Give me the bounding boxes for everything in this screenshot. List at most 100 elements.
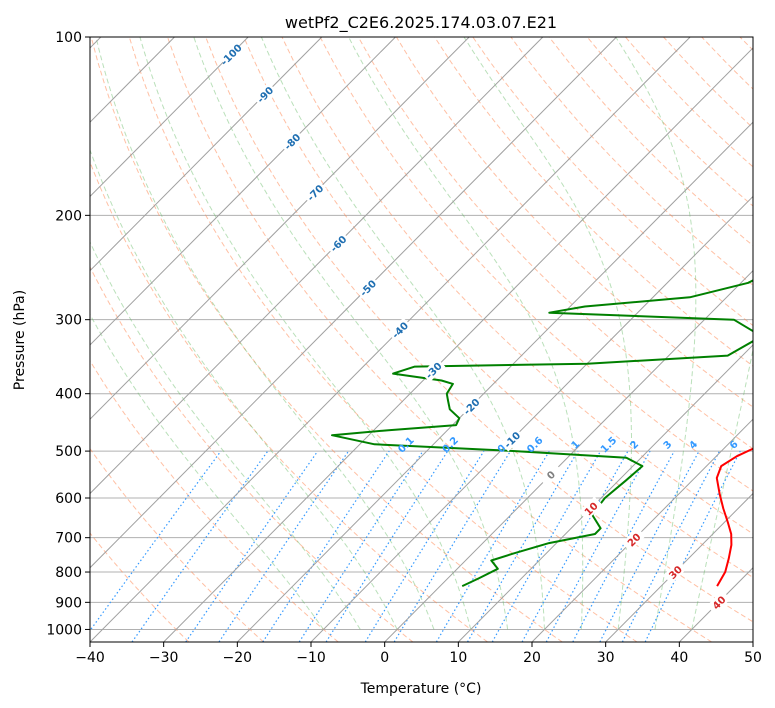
mixing-ratio-label: 2 [629, 439, 642, 452]
dry-adiabat-line [434, 37, 753, 367]
y-tick-label: 400 [55, 387, 82, 403]
mixing-ratio-line [185, 450, 319, 642]
isotherm-line [678, 567, 753, 642]
isotherm-label-bg [459, 394, 484, 419]
isotherm-line [605, 492, 753, 642]
dry-adiabat-line [319, 37, 753, 492]
isotherm-line [90, 37, 323, 272]
y-tick-label: 1000 [46, 622, 82, 638]
dewpoint-profile-line [331, 279, 753, 588]
isotherm-label-bg [706, 590, 731, 615]
dry-adiabat-line [90, 265, 414, 642]
y-tick-label: 600 [55, 491, 82, 507]
mixing-ratio-label: 6 [728, 439, 741, 452]
moist-adiabat-line [193, 37, 509, 630]
isotherm-line [236, 121, 753, 642]
isotherm-line [457, 344, 753, 642]
x-tick-label: −40 [75, 650, 105, 666]
y-tick-label: 800 [55, 565, 82, 581]
dry-adiabat-line [167, 37, 712, 642]
dry-adiabat-line [128, 37, 638, 642]
isotherm-label-bg [578, 496, 603, 521]
mixing-ratio-label: 4 [687, 439, 700, 452]
mixing-ratio-line [572, 450, 675, 642]
mixing-ratio-line [435, 450, 550, 642]
isotherm-label-bg [252, 82, 277, 107]
x-tick-label: −10 [296, 650, 326, 666]
y-tick-label: 300 [55, 313, 82, 329]
dry-adiabat-line [90, 447, 264, 642]
plot-frame [89, 36, 754, 643]
mixing-ratio-line [621, 450, 721, 642]
moist-adiabat-line [90, 148, 398, 630]
moist-adiabat-line [348, 37, 584, 630]
isotherm-label-bg [621, 527, 646, 552]
mixing-ratio-line [90, 450, 222, 632]
moist-adiabat-line [615, 37, 697, 630]
mixing-ratio-line [218, 450, 350, 642]
dry-adiabat-line [281, 37, 753, 535]
y-tick-label: 100 [55, 30, 82, 46]
isotherm-label-bg [326, 231, 351, 256]
moist-adiabat-line [260, 37, 545, 630]
dry-adiabat-line [90, 359, 339, 642]
plot-area: 0.10.20.40.611.52346810131620253036-100-… [90, 37, 753, 642]
y-axis: 100 200 300 400 500 600 700 800 900 1000 [46, 30, 90, 638]
dry-adiabat-line [90, 37, 563, 642]
isotherm-label-bg [421, 358, 446, 383]
x-axis-title: Temperature (°C) [360, 681, 482, 697]
chart-title: wetPf2_C2E6.2025.174.03.07.E21 [285, 13, 557, 33]
mixing-ratio-line [393, 450, 512, 642]
isotherm-line [384, 269, 753, 642]
isotherm-label-bg [355, 275, 380, 300]
dry-adiabat-line [701, 37, 753, 90]
isotherm-label: -100 [219, 43, 245, 69]
isotherm-line [531, 418, 753, 642]
isotherm-line [90, 37, 691, 642]
temperature-profile-line [715, 447, 753, 587]
dry-adiabat-line [510, 37, 753, 286]
isotherm-line [163, 47, 753, 642]
mixing-ratio-label: 1 [570, 439, 583, 452]
dry-adiabat-line [90, 160, 488, 642]
isotherm-line [310, 195, 753, 642]
moist-adiabat-line [95, 37, 435, 630]
mixing-ratio-line [262, 450, 390, 642]
isotherm-label-bg [387, 317, 412, 342]
dry-adiabat-line [663, 37, 753, 129]
mixing-ratio-line [325, 450, 449, 642]
mixing-ratio-label: 0.2 [441, 435, 461, 455]
moist-adiabats [90, 37, 753, 630]
isotherm-label-bg [279, 129, 305, 154]
moist-adiabat-line [90, 240, 361, 630]
x-tick-label: 50 [744, 650, 762, 666]
moist-adiabat-line [139, 37, 472, 630]
isotherm-line [90, 37, 396, 346]
y-tick-label: 500 [55, 444, 82, 460]
x-axis: −40 −30 −20 −10 0 10 20 30 40 50 [75, 642, 762, 666]
isotherm-line [752, 641, 753, 642]
y-tick-label: 200 [55, 208, 82, 224]
isotherm-line [90, 37, 249, 198]
x-tick-label: 10 [449, 650, 467, 666]
isotherm-label-bg [499, 427, 524, 452]
moist-adiabat-line [463, 37, 632, 630]
isotherm-label-bg [302, 180, 327, 205]
dry-adiabat-line [739, 37, 753, 51]
mixing-ratio-line [298, 450, 424, 642]
dry-adiabat-line [548, 37, 753, 247]
isotherm-line [90, 37, 544, 495]
dry-adiabat-line [357, 37, 753, 450]
data-series [331, 279, 753, 588]
mixing-ratio-line [644, 450, 741, 642]
y-tick-label: 900 [55, 595, 82, 611]
mixing-ratio-line [545, 450, 651, 642]
moist-adiabat-line [691, 347, 753, 630]
moist-adiabat-line [90, 313, 324, 630]
mixing-ratio-label: 0.1 [396, 435, 416, 455]
y-axis-title: Pressure (hPa) [12, 290, 28, 390]
isotherm-line [90, 37, 470, 420]
mixing-ratio-label: 3 [662, 439, 675, 452]
dry-adiabats [90, 37, 753, 642]
